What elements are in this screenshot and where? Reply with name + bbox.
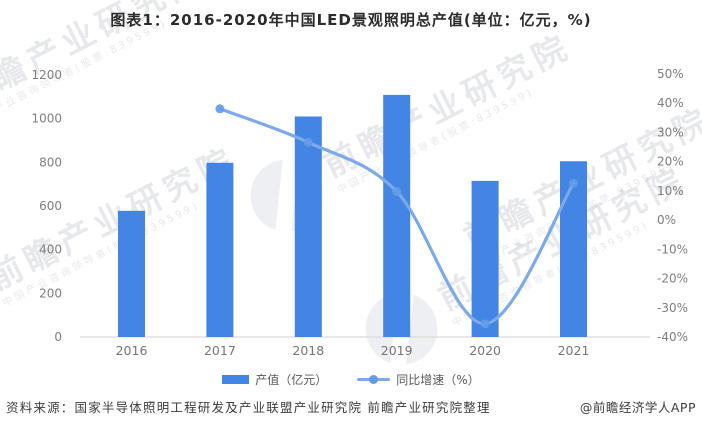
bar-2020 — [471, 180, 499, 337]
x-axis-category-label: 2019 — [381, 343, 413, 358]
right-axis-tick-label: 40% — [657, 96, 684, 110]
left-axis-tick-label: 800 — [39, 155, 62, 169]
right-axis-tick-label: -10% — [657, 242, 688, 256]
legend-item-growth-rate: 同比增速（%） — [357, 371, 480, 388]
line-series-swatch — [357, 375, 391, 384]
legend: 产值（亿元） 同比增速（%） — [0, 371, 702, 388]
right-axis-tick-label: 20% — [657, 155, 684, 169]
bar-2018 — [294, 116, 322, 337]
legend-label-growth-rate: 同比增速（%） — [396, 373, 480, 387]
left-axis-tick-label: 1000 — [31, 112, 62, 126]
source-note: 资料来源：国家半导体照明工程研发及产业联盟产业研究院 前瞻产业研究院整理 — [6, 400, 491, 415]
line-marker-dot — [215, 104, 225, 114]
growth-rate-line — [218, 107, 576, 326]
right-axis-tick-label: -30% — [657, 301, 688, 315]
x-axis-category-label: 2018 — [292, 343, 324, 358]
bar-2017 — [206, 162, 234, 337]
left-axis-tick-label: 400 — [39, 243, 62, 257]
right-axis-tick-label: 0% — [657, 213, 676, 227]
right-axis-tick-label: 30% — [657, 125, 684, 139]
left-axis-tick-label: 200 — [39, 286, 62, 300]
bar-2019 — [383, 94, 411, 337]
x-axis-category-label: 2017 — [204, 343, 236, 358]
right-axis-tick-label: 50% — [657, 67, 684, 81]
x-axis-category-label: 2020 — [469, 343, 501, 358]
left-axis-tick-label: 1200 — [31, 68, 62, 82]
right-axis-tick-label: 10% — [657, 184, 684, 198]
brand-credit: @前瞻经济学人APP — [579, 400, 696, 415]
x-axis-category-label: 2016 — [116, 343, 148, 358]
right-axis-tick-label: -20% — [657, 272, 688, 286]
line-marker-dot — [569, 178, 578, 188]
x-axis-category-label: 2021 — [558, 343, 590, 358]
bar-series-swatch — [222, 375, 250, 384]
left-axis-tick-label: 600 — [39, 199, 62, 213]
legend-item-output-value: 产值（亿元） — [222, 371, 327, 388]
chart-title: 图表1：2016-2020年中国LED景观照明总产值(单位：亿元，%) — [110, 11, 592, 29]
line-marker-dot — [480, 319, 490, 329]
bar-2021 — [560, 161, 587, 337]
right-axis-tick-label: -40% — [657, 330, 688, 344]
bar-2016 — [118, 210, 145, 337]
line-swatch-dot — [369, 375, 379, 384]
left-axis-tick-label: 0 — [54, 330, 62, 344]
footer: 资料来源：国家半导体照明工程研发及产业联盟产业研究院 前瞻产业研究院整理 @前瞻… — [0, 397, 702, 416]
line-marker-dot — [392, 186, 402, 196]
line-marker-dot — [303, 137, 313, 147]
legend-label-output-value: 产值（亿元） — [255, 373, 328, 387]
